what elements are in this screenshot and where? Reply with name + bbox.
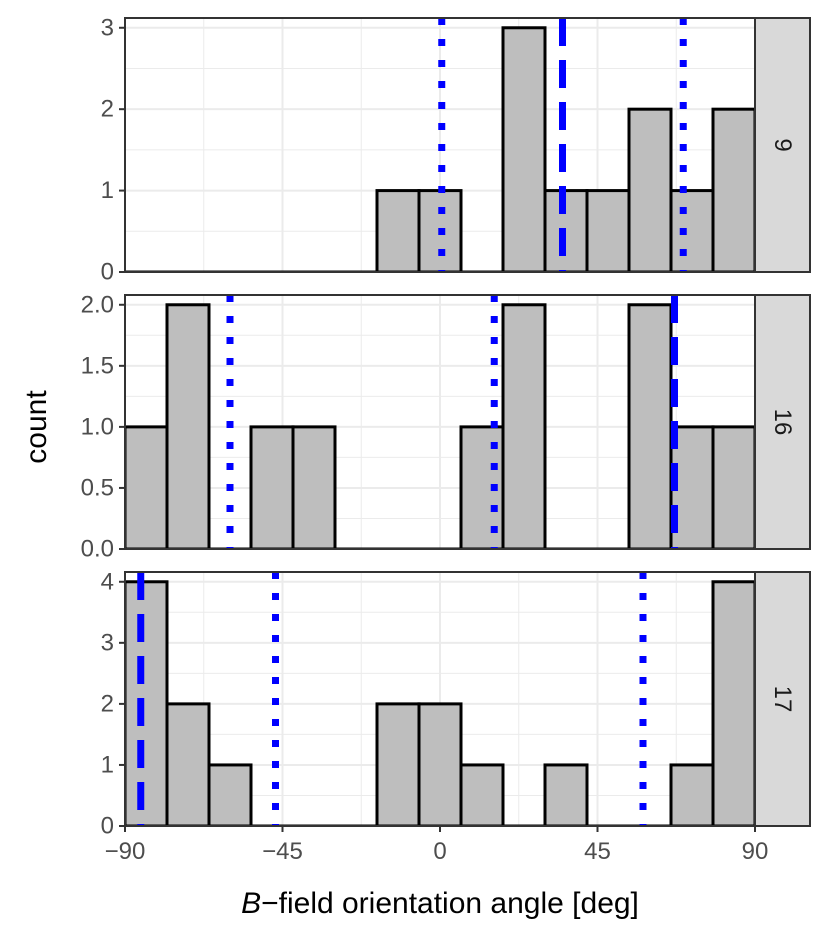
histogram-bar	[627, 107, 673, 272]
histogram-bar	[249, 425, 295, 549]
x-tick-label: 45	[584, 838, 611, 865]
facet-strip	[754, 294, 811, 550]
histogram-bar	[165, 702, 211, 826]
histogram-bar	[669, 763, 715, 826]
facet-strip-label: 9	[769, 138, 796, 151]
y-tick-label: 0.5	[81, 474, 114, 501]
histogram-bar	[417, 702, 463, 826]
histogram-bar	[375, 189, 421, 272]
histogram-bar	[125, 580, 169, 826]
reference-lines	[226, 295, 678, 549]
y-tick-label: 3	[101, 14, 114, 41]
histogram-bars	[125, 26, 755, 272]
facet-panel-9: 9 0 1 2 3	[101, 14, 811, 286]
y-tick-label: 1	[101, 751, 114, 778]
histogram-bar	[711, 425, 755, 549]
facet-panel-16: 16 0.0 0.5 1.0 1.5 2.0	[81, 291, 811, 563]
y-tick-label: 0	[101, 259, 114, 286]
x-axis-title-italic: B	[241, 887, 261, 920]
reference-lines	[137, 572, 647, 826]
y-tick-label: 1.0	[81, 413, 114, 440]
y-tick-label: 1	[101, 177, 114, 204]
facet-strip-label: 17	[769, 686, 796, 713]
histogram-bars	[125, 303, 755, 549]
facet-panel-17: 17 0 1 2 3 4	[101, 568, 811, 840]
x-tick-label: 0	[433, 838, 446, 865]
y-tick-label: 1.5	[81, 352, 114, 379]
panels-layer: 9 0 1 2 3 16 0.0 0.5 1.0 1.5 2.0 17 0 1 2 3 4	[81, 14, 811, 840]
histogram-bars	[125, 580, 755, 826]
y-tick-label: 2	[101, 96, 114, 123]
x-axis-title-rest: −field orientation angle [deg]	[261, 887, 639, 920]
x-axis: −90 −45 0 45 90	[105, 826, 769, 865]
histogram-bar	[669, 189, 715, 272]
histogram-bar	[501, 26, 547, 272]
histogram-bar	[711, 107, 755, 272]
facet-strip	[754, 571, 811, 827]
y-tick-label: 0.0	[81, 536, 114, 563]
facet-strip-label: 16	[769, 409, 796, 436]
histogram-bar	[207, 763, 253, 826]
y-axis-title: count	[20, 390, 53, 464]
x-axis-title: B−field orientation angle [deg]	[241, 887, 639, 920]
histogram-bar	[543, 763, 589, 826]
y-tick-label: 3	[101, 629, 114, 656]
histogram-bar	[501, 303, 547, 549]
x-tick-label: −45	[262, 838, 303, 865]
y-tick-label: 4	[101, 568, 114, 595]
histogram-bar	[165, 303, 211, 549]
histogram-bar	[585, 189, 631, 272]
histogram-bar	[459, 763, 505, 826]
y-tick-label: 0	[101, 813, 114, 840]
histogram-bar	[375, 702, 421, 826]
histogram-bar	[627, 303, 673, 549]
reference-lines	[438, 18, 687, 272]
x-tick-label: 90	[742, 838, 769, 865]
histogram-bar	[711, 580, 755, 826]
y-tick-label: 2.0	[81, 291, 114, 318]
x-tick-label: −90	[105, 838, 146, 865]
histogram-bar	[291, 425, 337, 549]
histogram-bar	[125, 425, 169, 549]
y-tick-label: 2	[101, 690, 114, 717]
facet-strip	[754, 17, 811, 273]
